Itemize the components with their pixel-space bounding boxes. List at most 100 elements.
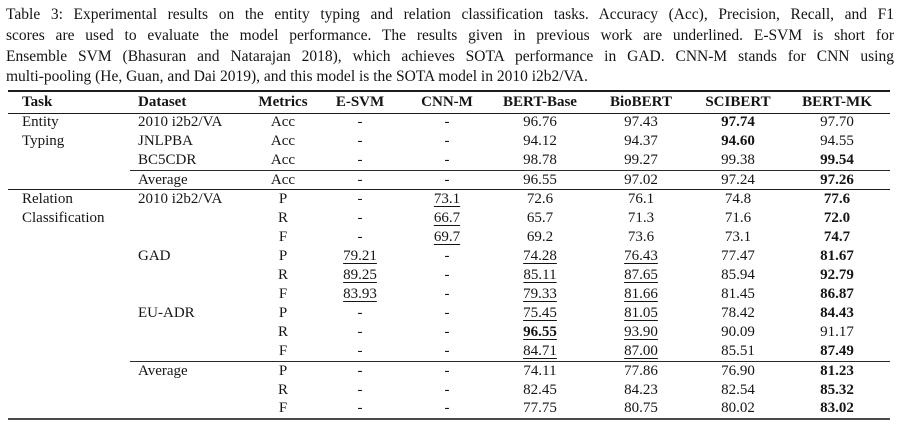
cell-text: 96.55 xyxy=(523,324,557,341)
cell-text: 85.51 xyxy=(721,343,755,360)
cell-text: 99.54 xyxy=(820,152,854,169)
cell-value: 82.45 xyxy=(490,381,590,400)
col-header-metrics: Metrics xyxy=(250,90,316,114)
results-table: Task Dataset Metrics E-SVM CNN-M BERT-Ba… xyxy=(8,90,890,420)
cell-text: P xyxy=(278,305,288,322)
cell-text: 82.45 xyxy=(523,381,557,398)
table-row: GAD P 79.21 - 74.28 76.43 77.47 81.67 xyxy=(8,247,890,266)
col-header-bert-base: BERT-Base xyxy=(490,90,590,114)
cell-text: 69.2 xyxy=(526,228,554,245)
cell-value: 97.43 xyxy=(590,113,692,132)
cell-text: R xyxy=(277,266,288,283)
cell-dataset: BC5CDR xyxy=(130,151,250,170)
cell-value: 98.78 xyxy=(490,151,590,170)
cell-text: Average xyxy=(138,171,188,188)
cell-task xyxy=(8,266,130,285)
cell-text: 85.32 xyxy=(820,381,854,398)
cell-value: 97.02 xyxy=(590,169,692,190)
cell-text: EU-ADR xyxy=(138,305,195,322)
cell-task: Typing xyxy=(8,132,130,151)
table-row: F - - 84.71 87.00 85.51 87.49 xyxy=(8,342,890,361)
cell-value: - xyxy=(316,151,404,170)
cell-text: 71.3 xyxy=(627,209,655,226)
cell-value: 69.2 xyxy=(490,228,590,247)
cell-value: - xyxy=(404,323,490,342)
cell-dataset xyxy=(130,400,250,419)
cell-value: 73.1 xyxy=(692,228,784,247)
cell-value: - xyxy=(316,209,404,228)
cell-value: 80.02 xyxy=(692,400,784,419)
cell-value: - xyxy=(404,113,490,132)
cell-text: - xyxy=(357,152,363,169)
cell-value: 82.54 xyxy=(692,381,784,400)
cell-text: 73.6 xyxy=(627,228,655,245)
cell-text: 81.05 xyxy=(624,305,658,322)
cell-task xyxy=(8,400,130,419)
cell-task xyxy=(8,323,130,342)
table-row: Average P - - 74.11 77.86 76.90 81.23 xyxy=(8,360,890,381)
cell-text: 97.26 xyxy=(820,171,854,188)
cell-text: P xyxy=(278,362,288,379)
cell-text: R xyxy=(277,381,288,398)
cell-value: 73.1 xyxy=(404,189,490,209)
caption-line: scores are used to evaluate the model pe… xyxy=(6,26,894,44)
cell-text: - xyxy=(444,114,450,131)
cell-text: 74.28 xyxy=(523,247,557,264)
cell-text: 94.12 xyxy=(523,133,557,150)
cell-text: 87.00 xyxy=(624,343,658,360)
cell-text: Typing xyxy=(22,133,65,150)
cell-value: - xyxy=(316,189,404,209)
col-header-esvm: E-SVM xyxy=(316,90,404,114)
cell-value: - xyxy=(316,323,404,342)
cell-value: 94.37 xyxy=(590,132,692,151)
cell-text: Acc xyxy=(270,114,296,131)
cell-metric: F xyxy=(250,342,316,361)
cell-task xyxy=(8,342,130,361)
cell-text: GAD xyxy=(138,247,171,264)
cell-metric: F xyxy=(250,400,316,419)
cell-metric: Acc xyxy=(250,151,316,170)
cell-text: 76.43 xyxy=(624,247,658,264)
cell-text: 99.38 xyxy=(721,152,755,169)
cell-value: 84.71 xyxy=(490,342,590,361)
cell-metric: F xyxy=(250,228,316,247)
cell-value: 85.32 xyxy=(784,381,890,400)
table-row: Classification R - 66.7 65.7 71.3 71.6 72.0 xyxy=(8,209,890,228)
cell-value: - xyxy=(404,151,490,170)
cell-value: 66.7 xyxy=(404,209,490,228)
cell-metric: P xyxy=(250,189,316,209)
cell-value: 92.79 xyxy=(784,266,890,285)
cell-task xyxy=(8,285,130,304)
cell-text: Acc xyxy=(270,171,296,188)
cell-text: 91.17 xyxy=(820,324,854,341)
cell-text: 98.78 xyxy=(523,152,557,169)
cell-value: 77.86 xyxy=(590,360,692,381)
cell-text: F xyxy=(278,400,288,417)
cell-value: 99.54 xyxy=(784,151,890,170)
cell-value: 97.70 xyxy=(784,113,890,132)
table-row: F - 69.7 69.2 73.6 73.1 74.7 xyxy=(8,228,890,247)
cell-value: - xyxy=(404,381,490,400)
cell-text: F xyxy=(278,228,288,245)
cell-dataset xyxy=(130,323,250,342)
cell-task: Relation xyxy=(8,189,130,209)
cell-value: - xyxy=(404,400,490,419)
cell-text: - xyxy=(357,381,363,398)
cell-text: 94.37 xyxy=(624,133,658,150)
cell-task: Entity xyxy=(8,113,130,132)
cell-text: - xyxy=(444,381,450,398)
cell-text: - xyxy=(444,266,450,283)
cell-text: 84.43 xyxy=(820,305,854,322)
cell-value: 91.17 xyxy=(784,323,890,342)
cell-value: 81.45 xyxy=(692,285,784,304)
cell-text: 77.86 xyxy=(624,362,658,379)
cell-value: 96.55 xyxy=(490,323,590,342)
cell-text: - xyxy=(357,209,363,226)
table-row: Typing JNLPBA Acc - - 94.12 94.37 94.60 94.55 xyxy=(8,132,890,151)
cell-text: 81.23 xyxy=(820,362,854,379)
cell-text: - xyxy=(444,133,450,150)
cell-metric: R xyxy=(250,381,316,400)
cell-text: 86.87 xyxy=(820,286,854,303)
cell-text: 74.8 xyxy=(724,190,752,207)
cell-metric: Acc xyxy=(250,169,316,190)
